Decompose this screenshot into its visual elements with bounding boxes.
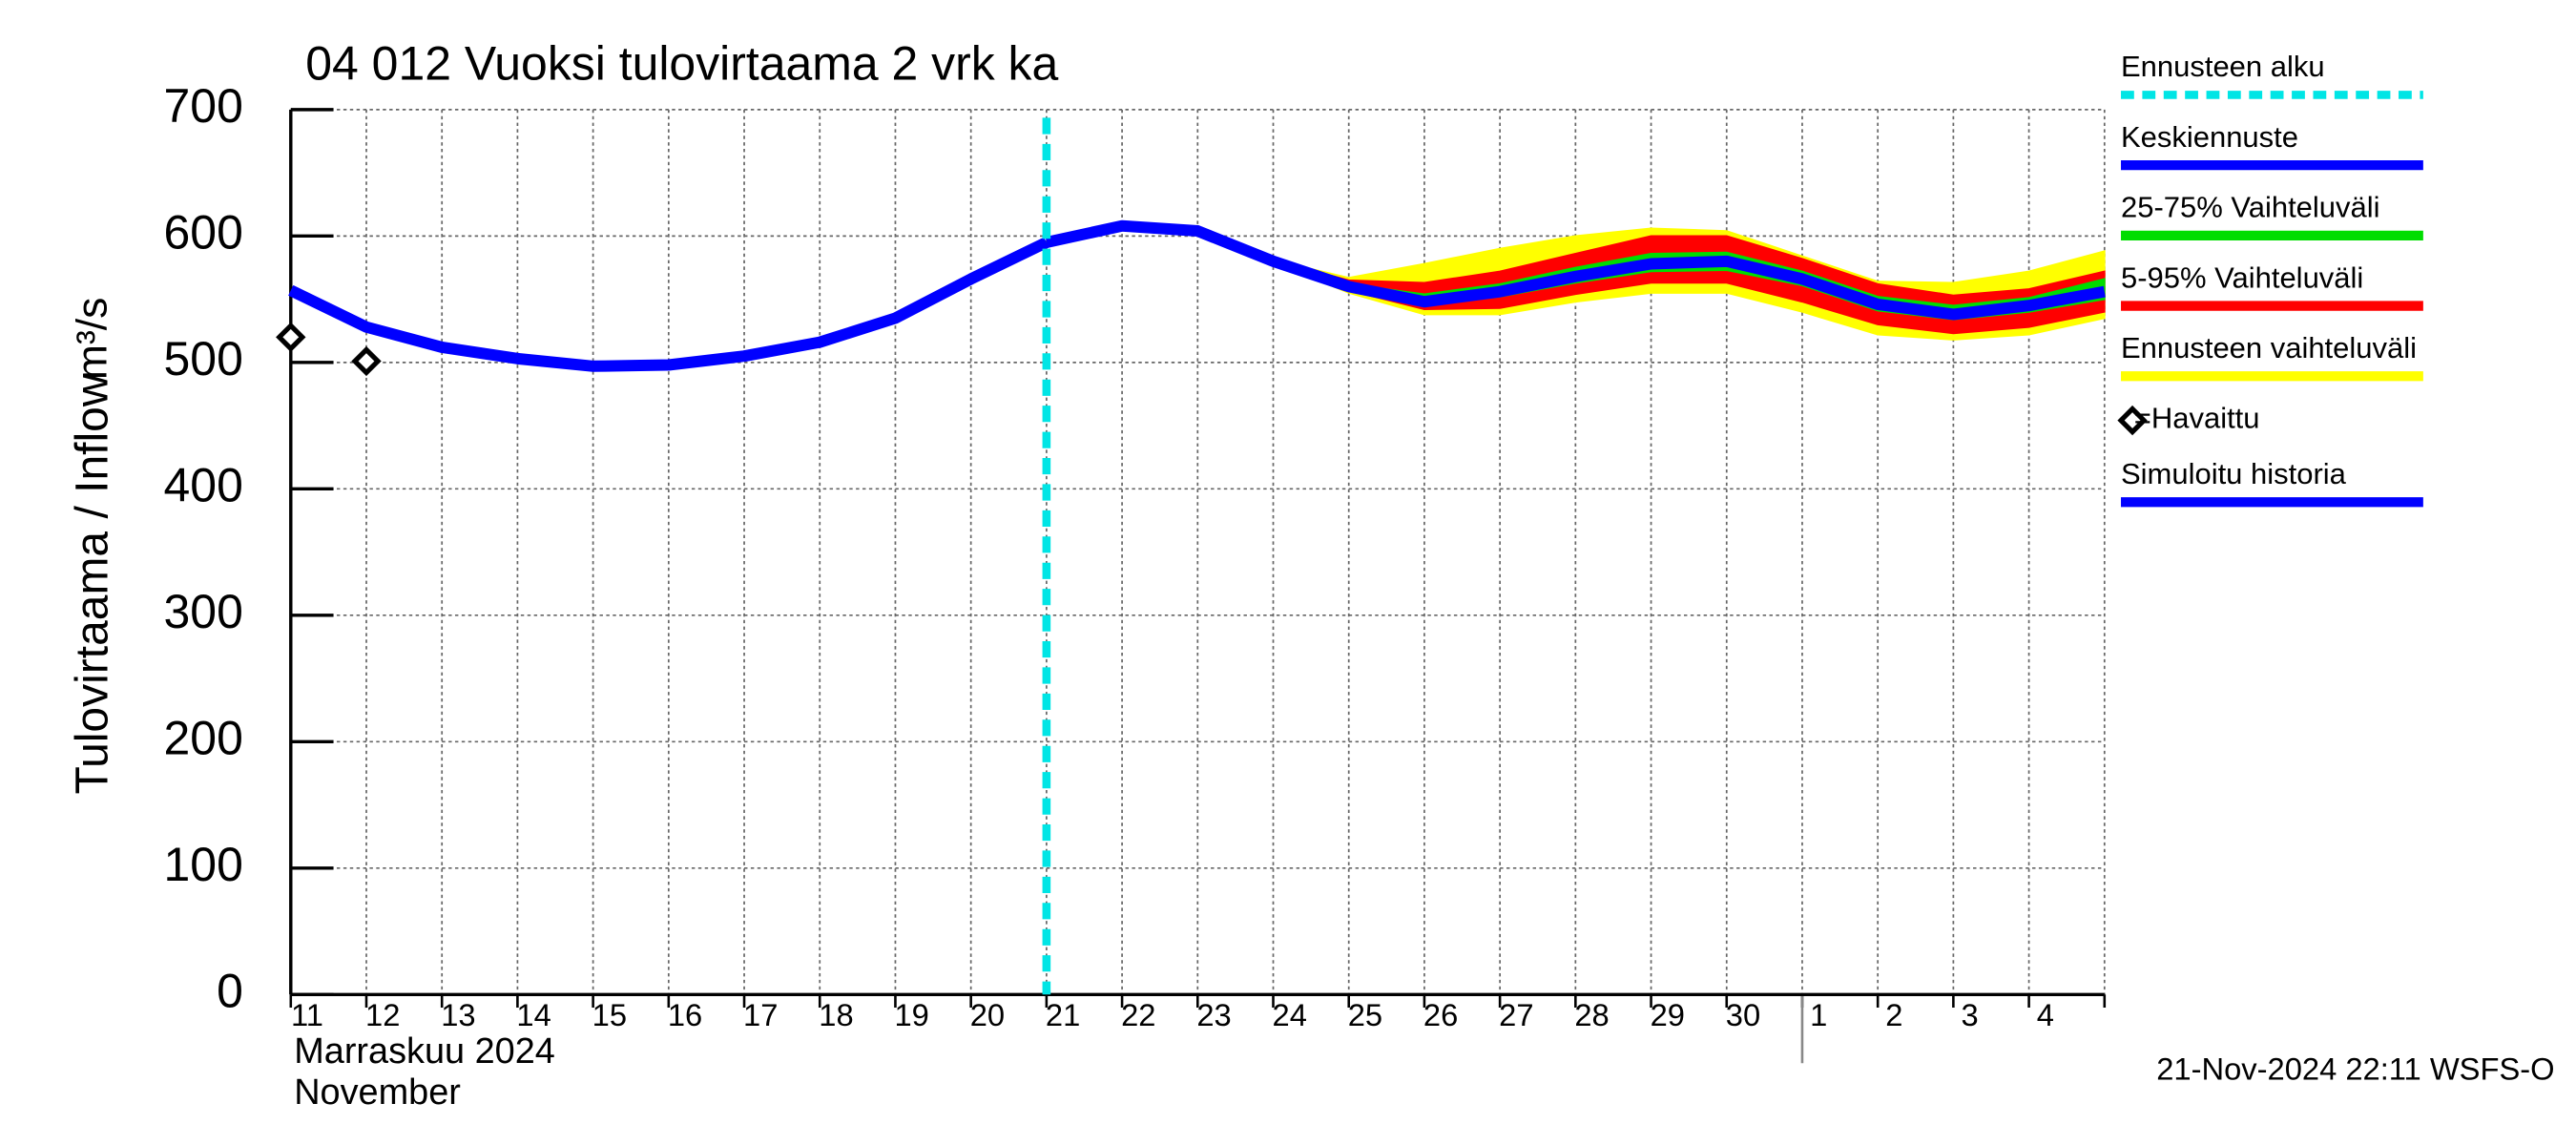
y-tick-label: 100 xyxy=(164,838,243,891)
series-line xyxy=(1045,219,2106,321)
x-tick-label: 24 xyxy=(1273,997,1307,1032)
observed-point xyxy=(276,322,306,352)
legend-label: Ennusteen alku xyxy=(2121,50,2325,83)
x-tick-label: 14 xyxy=(516,997,551,1032)
x-tick-label: 25 xyxy=(1348,997,1382,1032)
x-tick-label: 28 xyxy=(1574,997,1609,1032)
x-tick-label: 13 xyxy=(441,997,475,1032)
y-axis-label: Tulovirtaama / Inflow xyxy=(67,373,118,794)
x-tick-label: 4 xyxy=(2037,997,2054,1032)
chart-title: 04 012 Vuoksi tulovirtaama 2 vrk ka xyxy=(305,37,1058,91)
legend-label: 25-75% Vaihteluväli xyxy=(2121,191,2379,224)
x-tick-label: 29 xyxy=(1651,997,1685,1032)
y-axis-unit: m³/s xyxy=(70,298,116,381)
legend-label: Simuloitu historia xyxy=(2121,457,2347,490)
series-line xyxy=(288,237,1049,372)
x-tick-label: 16 xyxy=(668,997,702,1032)
forecast-band xyxy=(1347,251,2106,321)
x-tick-label: 26 xyxy=(1423,997,1458,1032)
x-tick-label: 1 xyxy=(1810,997,1827,1032)
x-tick-label: 12 xyxy=(365,997,400,1032)
y-tick-label: 700 xyxy=(164,79,243,133)
x-tick-label: 17 xyxy=(743,997,778,1032)
x-tick-label: 15 xyxy=(592,997,627,1032)
x-tick-label: 30 xyxy=(1726,997,1760,1032)
x-tick-label: 18 xyxy=(819,997,853,1032)
legend-label: 5-95% Vaihteluväli xyxy=(2121,260,2363,294)
x-axis-label: November xyxy=(294,1072,461,1113)
y-tick-label: 300 xyxy=(164,585,243,638)
x-tick-label: 2 xyxy=(1885,997,1902,1032)
x-tick-label: 21 xyxy=(1046,997,1080,1032)
y-tick-label: 400 xyxy=(164,459,243,512)
x-tick-label: 22 xyxy=(1121,997,1155,1032)
legend-label: =Havaittu xyxy=(2134,402,2260,435)
timestamp: 21-Nov-2024 22:11 WSFS-O xyxy=(2156,1051,2554,1087)
x-tick-label: 20 xyxy=(970,997,1005,1032)
legend-label: Keskiennuste xyxy=(2121,120,2298,154)
x-tick-label: 11 xyxy=(291,997,323,1032)
x-tick-label: 19 xyxy=(894,997,928,1032)
y-tick-label: 600 xyxy=(164,206,243,260)
y-tick-label: 200 xyxy=(164,712,243,765)
legend-marker xyxy=(2117,405,2148,436)
x-tick-label: 3 xyxy=(1962,997,1979,1032)
y-tick-label: 0 xyxy=(217,965,243,1018)
x-tick-label: 27 xyxy=(1499,997,1533,1032)
x-tick-label: 23 xyxy=(1196,997,1231,1032)
y-tick-label: 500 xyxy=(164,332,243,385)
observed-point xyxy=(351,345,382,377)
x-axis-label: Marraskuu 2024 xyxy=(294,1031,555,1072)
legend-label: Ennusteen vaihteluväli xyxy=(2121,331,2417,364)
